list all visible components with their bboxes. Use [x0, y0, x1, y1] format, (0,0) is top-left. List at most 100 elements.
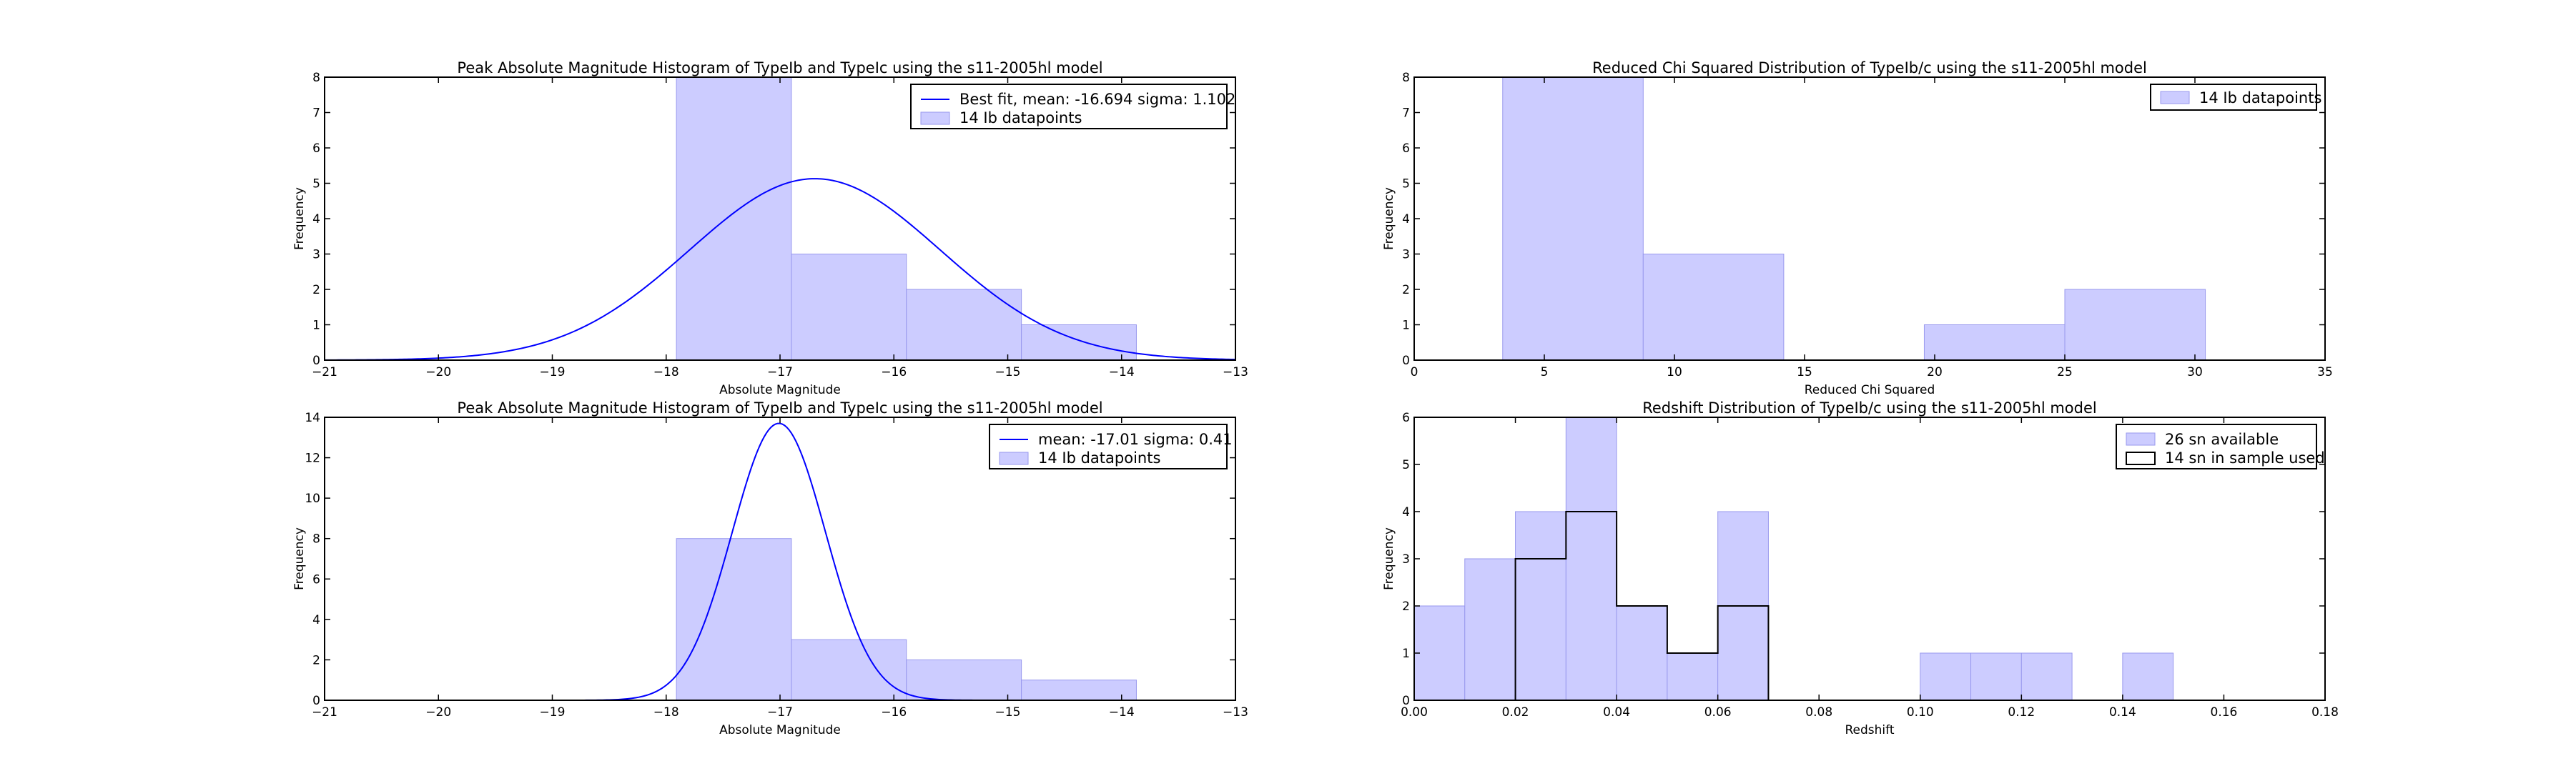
x-tick-label: 0.14	[2109, 705, 2136, 720]
y-tick-label: 1	[312, 319, 320, 333]
y-tick-label: 4	[312, 613, 320, 627]
x-tick-label: −21	[312, 365, 337, 379]
x-tick-label: 15	[1797, 365, 1812, 379]
plot-frame	[1413, 76, 2326, 361]
histogram-bar	[791, 639, 907, 701]
redshift-histogram-panel: Redshift Distribution of TypeIb/c using …	[1382, 399, 2339, 737]
legend-hist-label: 14 Ib datapoints	[1038, 449, 1160, 467]
plot-frame	[324, 76, 1236, 361]
y-axis-label: Frequency	[1382, 187, 1396, 250]
legend: mean: -17.01 sigma: 0.41 14 Ib datapoint…	[989, 424, 1233, 469]
x-axis-label: Redshift	[1845, 723, 1894, 737]
x-tick-label: 20	[1927, 365, 1943, 379]
histogram-bar	[1021, 324, 1137, 361]
y-tick-label: 3	[312, 248, 320, 262]
legend-hist-swatch	[920, 111, 950, 125]
histogram-bar	[1642, 254, 1785, 361]
histogram-bar	[1413, 605, 1466, 701]
y-tick-label: 14	[305, 411, 320, 425]
x-tick-label: −20	[425, 705, 451, 720]
x-tick-label: 0.16	[2211, 705, 2238, 720]
y-tick-label: 0	[1402, 694, 1410, 708]
x-tick-label: −16	[881, 705, 907, 720]
y-axis-label: Frequency	[292, 187, 307, 250]
sample-step-outline	[1514, 511, 1770, 700]
y-tick-label: 8	[312, 71, 320, 85]
histogram-bar	[906, 659, 1022, 701]
x-tick-label: −21	[312, 705, 337, 720]
y-axis-label: Frequency	[1382, 527, 1396, 590]
histogram-bar	[1970, 652, 2022, 701]
x-axis-label: Absolute Magnitude	[719, 383, 841, 397]
x-tick-label: 35	[2317, 365, 2333, 379]
y-tick-label: 2	[312, 283, 320, 297]
histogram-bar	[906, 289, 1022, 361]
x-tick-label: 0.02	[1502, 705, 1529, 720]
y-tick-label: 3	[1402, 248, 1410, 262]
y-tick-label: 6	[1402, 411, 1410, 425]
x-tick-label: −20	[425, 365, 451, 379]
histogram-bar	[2020, 652, 2073, 701]
x-tick-label: −18	[653, 365, 679, 379]
y-tick-label: 6	[1402, 141, 1410, 156]
y-tick-label: 8	[312, 532, 320, 547]
y-tick-label: 2	[1402, 600, 1410, 614]
x-tick-label: −19	[540, 705, 566, 720]
histogram-bar	[1667, 652, 1719, 701]
plot-frame	[1413, 417, 2326, 701]
legend-fit-label: mean: -17.01 sigma: 0.41	[1038, 431, 1233, 448]
histogram-bar	[1616, 605, 1668, 701]
y-tick-label: 7	[312, 106, 320, 121]
legend-sample-swatch	[2126, 452, 2156, 465]
histogram-bar	[791, 254, 907, 361]
chart-title: Redshift Distribution of TypeIb/c using …	[1642, 399, 2097, 417]
x-tick-label: −14	[1109, 705, 1135, 720]
histogram-bar	[1920, 652, 1972, 701]
histogram-bar	[2064, 289, 2206, 361]
x-tick-label: −19	[540, 365, 566, 379]
x-tick-label: −13	[1223, 365, 1248, 379]
legend-available-label: 26 sn available	[2165, 431, 2279, 448]
legend-hist-swatch	[2160, 91, 2190, 104]
histogram-bar	[1565, 417, 1617, 701]
x-tick-label: 0.08	[1805, 705, 1832, 720]
y-tick-label: 2	[312, 653, 320, 667]
y-tick-label: 12	[305, 452, 320, 466]
legend-box	[989, 424, 1228, 469]
x-tick-label: −18	[653, 705, 679, 720]
x-tick-label: −17	[767, 705, 793, 720]
x-tick-label: −16	[881, 365, 907, 379]
y-axis-label: Frequency	[292, 527, 307, 590]
y-tick-label: 4	[1402, 505, 1410, 519]
x-tick-label: 0.10	[1907, 705, 1934, 720]
y-tick-label: 1	[1402, 647, 1410, 661]
legend-hist-swatch	[999, 452, 1029, 465]
x-tick-label: 30	[2187, 365, 2203, 379]
fit-curve	[324, 178, 1236, 361]
chart-title: Peak Absolute Magnitude Histogram of Typ…	[457, 399, 1102, 417]
y-tick-label: 0	[1402, 354, 1410, 368]
x-tick-label: 5	[1541, 365, 1549, 379]
legend-hist-label: 14 Ib datapoints	[959, 109, 1082, 126]
x-axis-label: Reduced Chi Squared	[1805, 383, 1935, 397]
histogram-bar	[1923, 324, 2066, 361]
magnitude-histogram-narrow-fit-panel: Peak Absolute Magnitude Histogram of Typ…	[292, 399, 1248, 737]
x-tick-label: 0.04	[1603, 705, 1630, 720]
legend-sample-label: 14 sn in sample used	[2165, 449, 2325, 467]
y-tick-label: 3	[1402, 552, 1410, 567]
y-tick-label: 5	[1402, 177, 1410, 191]
y-tick-label: 4	[1402, 212, 1410, 227]
x-tick-label: 10	[1667, 365, 1682, 379]
histogram-bar	[1464, 558, 1516, 701]
histogram-bar	[1502, 76, 1644, 361]
x-tick-label: 0	[1411, 365, 1418, 379]
x-tick-label: −17	[767, 365, 793, 379]
x-tick-label: 0.12	[2008, 705, 2035, 720]
chart-title: Reduced Chi Squared Distribution of Type…	[1592, 59, 2147, 76]
histogram-bar	[1021, 680, 1137, 701]
x-tick-label: 0.00	[1401, 705, 1428, 720]
y-tick-label: 0	[312, 694, 320, 708]
histogram-bar	[2122, 652, 2174, 701]
legend: Best fit, mean: -16.694 sigma: 1.102 14 …	[910, 84, 1235, 129]
